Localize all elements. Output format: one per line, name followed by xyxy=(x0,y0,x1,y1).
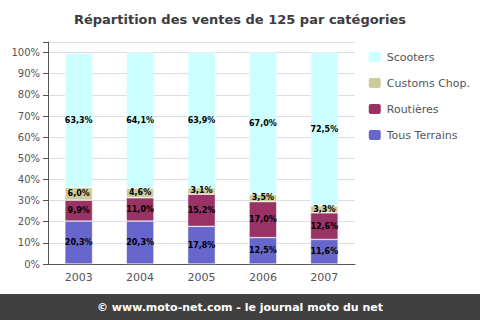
svg-text:10%: 10% xyxy=(18,237,40,248)
svg-text:2007: 2007 xyxy=(310,271,338,284)
svg-text:Tous Terrains: Tous Terrains xyxy=(386,129,458,142)
svg-text:2003: 2003 xyxy=(65,271,93,284)
svg-text:100%: 100% xyxy=(11,47,40,58)
svg-text:2004: 2004 xyxy=(126,271,154,284)
svg-text:3,3%: 3,3% xyxy=(313,205,335,214)
svg-text:6,0%: 6,0% xyxy=(68,189,90,198)
svg-text:40%: 40% xyxy=(18,174,40,185)
svg-text:63,3%: 63,3% xyxy=(65,116,93,125)
svg-text:70%: 70% xyxy=(18,111,40,122)
svg-text:© www.moto-net.com - le journa: © www.moto-net.com - le journal moto du … xyxy=(97,301,383,314)
svg-text:63,9%: 63,9% xyxy=(188,116,216,125)
svg-text:17,0%: 17,0% xyxy=(249,215,277,224)
svg-text:3,5%: 3,5% xyxy=(252,193,274,202)
svg-text:60%: 60% xyxy=(18,132,40,143)
svg-text:20,3%: 20,3% xyxy=(65,238,93,247)
svg-text:67,0%: 67,0% xyxy=(249,119,277,128)
svg-text:11,6%: 11,6% xyxy=(310,247,338,256)
svg-text:17,8%: 17,8% xyxy=(188,241,216,250)
svg-text:Routières: Routières xyxy=(387,103,439,116)
svg-text:Scooters: Scooters xyxy=(387,51,435,64)
svg-text:Customs Chop.: Customs Chop. xyxy=(387,77,470,90)
svg-text:2005: 2005 xyxy=(188,271,216,284)
svg-text:15,2%: 15,2% xyxy=(188,206,216,215)
svg-text:50%: 50% xyxy=(18,153,40,164)
svg-text:9,9%: 9,9% xyxy=(68,206,90,215)
svg-text:30%: 30% xyxy=(18,195,40,206)
svg-text:80%: 80% xyxy=(18,89,40,100)
svg-text:2006: 2006 xyxy=(249,271,277,284)
svg-text:20,3%: 20,3% xyxy=(126,238,154,247)
svg-text:20%: 20% xyxy=(18,216,40,227)
svg-text:12,5%: 12,5% xyxy=(249,246,277,255)
svg-text:72,5%: 72,5% xyxy=(310,125,338,134)
svg-text:12,6%: 12,6% xyxy=(310,222,338,231)
svg-text:Répartition des ventes de 125: Répartition des ventes de 125 par catégo… xyxy=(74,12,406,27)
svg-text:11,0%: 11,0% xyxy=(126,205,154,214)
svg-text:4,6%: 4,6% xyxy=(129,188,151,197)
svg-text:90%: 90% xyxy=(18,68,40,79)
svg-text:64,1%: 64,1% xyxy=(126,116,154,125)
svg-text:3,1%: 3,1% xyxy=(190,186,212,195)
svg-text:0%: 0% xyxy=(24,259,40,270)
